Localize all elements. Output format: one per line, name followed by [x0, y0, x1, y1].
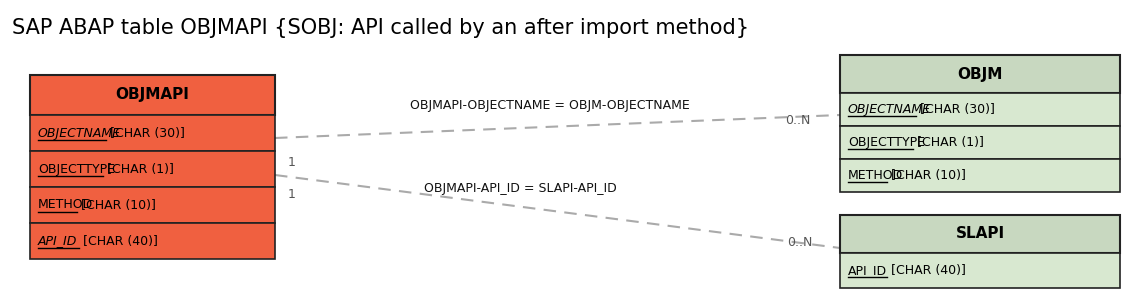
- Text: OBJMAPI-API_ID = SLAPI-API_ID: OBJMAPI-API_ID = SLAPI-API_ID: [424, 182, 617, 195]
- Text: SAP ABAP table OBJMAPI {SOBJ: API called by an after import method}: SAP ABAP table OBJMAPI {SOBJ: API called…: [12, 18, 749, 38]
- Bar: [30, 223, 275, 259]
- Text: SLAPI: SLAPI: [955, 226, 1004, 241]
- Text: [CHAR (10)]: [CHAR (10)]: [77, 199, 156, 212]
- Text: API_ID: API_ID: [847, 264, 887, 277]
- Text: OBJECTTYPE [CHAR (1)]: OBJECTTYPE [CHAR (1)]: [847, 136, 996, 149]
- Bar: [840, 159, 1120, 192]
- Text: [CHAR (40)]: [CHAR (40)]: [887, 264, 966, 277]
- Text: API_ID [CHAR (40)]: API_ID [CHAR (40)]: [37, 234, 156, 247]
- Bar: [30, 151, 275, 187]
- Text: OBJMAPI-OBJECTNAME = OBJM-OBJECTNAME: OBJMAPI-OBJECTNAME = OBJM-OBJECTNAME: [410, 99, 690, 112]
- Bar: [30, 187, 275, 223]
- Text: METHOD: METHOD: [37, 199, 93, 212]
- Bar: [30, 75, 275, 115]
- Text: [CHAR (1)]: [CHAR (1)]: [913, 136, 984, 149]
- Text: 0..N: 0..N: [785, 113, 810, 126]
- Text: OBJM: OBJM: [958, 67, 1003, 81]
- Text: OBJECTNAME: OBJECTNAME: [847, 103, 932, 116]
- Text: [CHAR (30)]: [CHAR (30)]: [106, 126, 185, 140]
- Bar: [840, 215, 1120, 253]
- Bar: [840, 253, 1120, 288]
- Text: [CHAR (30)]: [CHAR (30)]: [916, 103, 995, 116]
- Text: OBJECTNAME: OBJECTNAME: [37, 126, 122, 140]
- Text: 0..N: 0..N: [786, 236, 812, 248]
- Text: 1: 1: [289, 188, 295, 202]
- Text: API_ID: API_ID: [37, 234, 77, 247]
- Text: OBJECTNAME [CHAR (30)]: OBJECTNAME [CHAR (30)]: [37, 126, 200, 140]
- Text: [CHAR (1)]: [CHAR (1)]: [103, 163, 174, 175]
- Text: OBJECTTYPE: OBJECTTYPE: [37, 163, 115, 175]
- Text: OBJMAPI: OBJMAPI: [116, 88, 190, 102]
- Bar: [840, 126, 1120, 159]
- Text: METHOD [CHAR (10)]: METHOD [CHAR (10)]: [847, 169, 983, 182]
- Text: API_ID [CHAR (40)]: API_ID [CHAR (40)]: [847, 264, 966, 277]
- Text: OBJECTTYPE [CHAR (1)]: OBJECTTYPE [CHAR (1)]: [37, 163, 186, 175]
- Text: 1: 1: [289, 156, 295, 168]
- Bar: [840, 55, 1120, 93]
- Bar: [840, 93, 1120, 126]
- Text: [CHAR (40)]: [CHAR (40)]: [78, 234, 158, 247]
- Text: OBJECTNAME [CHAR (30)]: OBJECTNAME [CHAR (30)]: [847, 103, 1010, 116]
- Bar: [30, 115, 275, 151]
- Text: OBJECTTYPE: OBJECTTYPE: [847, 136, 925, 149]
- Text: METHOD [CHAR (10)]: METHOD [CHAR (10)]: [37, 199, 173, 212]
- Text: [CHAR (10)]: [CHAR (10)]: [887, 169, 966, 182]
- Text: METHOD: METHOD: [847, 169, 903, 182]
